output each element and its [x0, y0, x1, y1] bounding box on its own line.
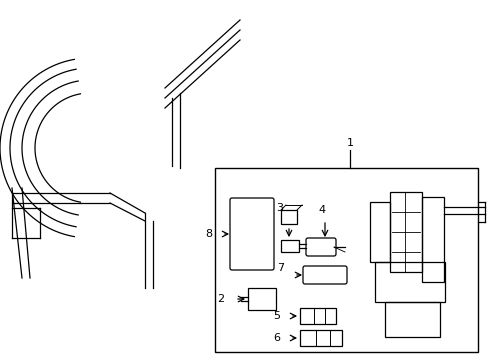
Bar [421, 197, 443, 282]
Bar [281, 210, 296, 224]
Bar [384, 302, 439, 337]
Bar [281, 240, 298, 252]
Text: 5: 5 [272, 311, 280, 321]
Bar [374, 262, 444, 302]
Bar [369, 202, 389, 262]
Bar [247, 288, 275, 310]
Text: 7: 7 [276, 263, 284, 273]
Text: 1: 1 [346, 138, 353, 148]
Bar [215, 168, 477, 352]
Text: 2: 2 [217, 294, 224, 304]
Text: 3: 3 [275, 203, 283, 213]
Text: 8: 8 [204, 229, 212, 239]
Text: 4: 4 [318, 205, 325, 215]
Bar [299, 330, 341, 346]
Text: 6: 6 [272, 333, 280, 343]
Bar [389, 192, 421, 272]
Bar [299, 308, 335, 324]
